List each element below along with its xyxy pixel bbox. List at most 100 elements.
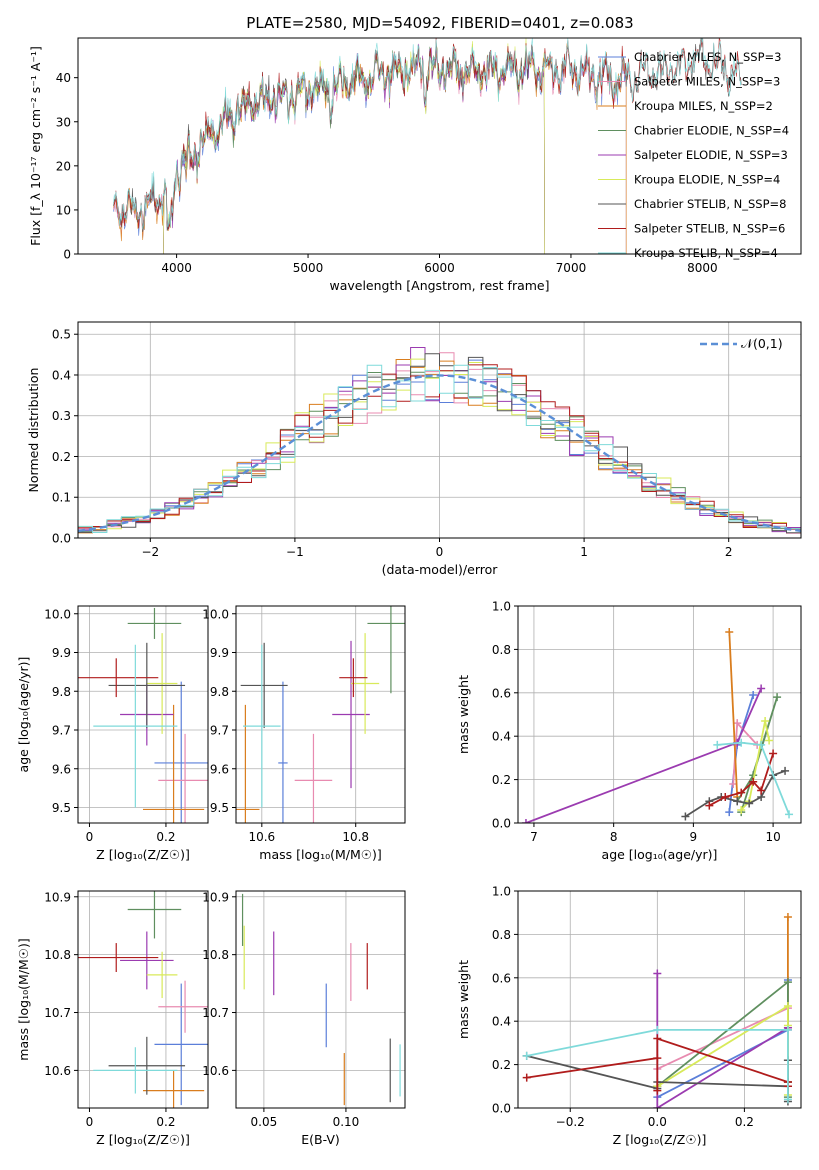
z-weight-frame [517, 890, 802, 1109]
mass-age-xtick-label-0: 10.6 [248, 830, 275, 844]
z-weight-ytick-label-1: 0.2 [492, 1058, 511, 1072]
age-weight-marker-kroupa-stelib-2 [757, 740, 766, 749]
z-mass-point-salpeter-elodie [120, 931, 174, 990]
spectrum-xtick-label-0: 4000 [161, 261, 192, 275]
residuals-xtick-label-0: −2 [141, 545, 159, 559]
z-age-panel: 0 0.2 9.5 9.6 9.7 9.8 9.9 10.0 Z [log₁₀(Z/Z☉)] ag… [16, 605, 209, 862]
age-weight-line-salpeter-elodie [525, 688, 762, 823]
z-age-xtick-label-0: 0 [86, 830, 94, 844]
mass-age-xlabel: mass [log₁₀(M/M☉)] [259, 847, 381, 862]
ebv-mass-xtick-label-0: 0.05 [251, 1115, 278, 1129]
residuals-ytick-label-1: 0.1 [52, 491, 71, 505]
residuals-xtick-label-2: 0 [436, 545, 444, 559]
age-weight-line-kroupa-miles [728, 631, 739, 798]
plots: 4000 5000 6000 7000 8000010203040wavelength … [16, 37, 802, 1147]
spectrum-ytick-label-3: 30 [56, 115, 71, 129]
z-weight-xtick-label-0: −0.2 [556, 1115, 585, 1129]
z-weight-marker-kroupa-miles-0 [783, 913, 792, 922]
z-age-ytick-label-3: 9.8 [52, 685, 71, 699]
spectrum-ytick-label-0: 0 [63, 248, 71, 262]
mass-age-marks [236, 606, 405, 823]
mass-age-point-chabrier-stelib [240, 642, 288, 729]
spectrum-ylabel: Flux [f_λ 10⁻¹⁷ erg cm⁻² s⁻¹ A⁻¹] [28, 46, 43, 246]
spectrum-xtick-label-3: 7000 [556, 261, 587, 275]
age-weight-ytick-label-2: 0.4 [492, 730, 511, 744]
age-weight-marker-kroupa-miles-0 [725, 628, 734, 637]
age-weight-frame [517, 605, 802, 824]
gaussian-legend-label: 𝒩(0,1) [741, 336, 783, 351]
z-mass-ytick-label-0: 10.6 [44, 1064, 71, 1078]
mass-age-point-salpeter-elodie [332, 640, 370, 789]
ebv-mass-xlabel: E(B-V) [301, 1132, 340, 1147]
residuals-xtick-label-3: 1 [580, 545, 588, 559]
age-weight-marker-kroupa-stelib-1 [737, 738, 746, 747]
age-weight-line-kroupa-elodie [740, 720, 770, 811]
spectrum-ytick-label-4: 40 [56, 71, 71, 85]
age-weight-marker-chabrier-stelib-4 [745, 799, 754, 808]
z-weight-marker-salpeter-stelib-1 [653, 1054, 662, 1063]
legend-label-kroupa-miles: Kroupa MILES, N_SSP=2 [634, 99, 773, 113]
age-weight-marker-chabrier-stelib-3 [733, 797, 742, 806]
z-weight-ylabel: mass weight [456, 960, 471, 1039]
z-age-ytick-label-5: 10.0 [44, 607, 71, 621]
hist-kroupa-miles [78, 359, 801, 534]
age-weight-ytick-label-5: 1.0 [492, 600, 511, 614]
age-weight-marks [521, 628, 794, 823]
age-weight-marker-salpeter-stelib-2 [737, 788, 746, 797]
z-age-point-kroupa-stelib [93, 644, 178, 808]
age-weight-line-kroupa-stelib [717, 741, 790, 815]
mass-age-frame [235, 605, 406, 824]
z-weight-xtick-label-2: 0.2 [735, 1115, 754, 1129]
age-weight-marker-chabrier-miles-2 [749, 690, 758, 699]
ebv-mass-xtick-label-1: 0.10 [333, 1115, 360, 1129]
z-weight-marker-salpeter-stelib-2 [653, 1086, 662, 1095]
legend-label-chabrier-miles: Chabrier MILES, N_SSP=3 [634, 50, 781, 64]
z-age-xlabel: Z [log₁₀(Z/Z☉)] [96, 847, 190, 862]
ebv-mass-frame [235, 890, 406, 1109]
gaussian-curve [78, 374, 801, 533]
z-weight-marker-kroupa-stelib-2 [783, 1025, 792, 1034]
z-mass-ytick-label-2: 10.8 [44, 948, 71, 962]
z-weight-marker-kroupa-stelib-1 [653, 1025, 662, 1034]
spectrum-line-kroupa-stelib [113, 38, 742, 230]
z-mass-panel: 0 0.2 10.6 10.7 10.8 10.9 Z [log₁₀(Z/Z☉)] mass … [16, 890, 209, 1147]
z-mass-point-chabrier-stelib [108, 1036, 186, 1095]
age-weight-line-chabrier-elodie [736, 696, 778, 813]
legend-label-chabrier-stelib: Chabrier STELIB, N_SSP=8 [634, 197, 786, 211]
z-age-point-salpeter-miles [158, 733, 208, 823]
age-weight-ytick-label-3: 0.6 [492, 686, 511, 700]
z-weight-marker-kroupa-elodie-1 [783, 1002, 792, 1011]
z-age-point-chabrier-elodie [127, 607, 182, 639]
residuals-ytick-label-2: 0.2 [52, 450, 71, 464]
age-weight-xtick-label-0: 7 [530, 830, 538, 844]
z-mass-frame [77, 890, 209, 1109]
mass-age-panel: 10.6 10.8 9.5 9.6 9.7 9.8 9.9 10.0 mass [log₁₀(M… [202, 605, 406, 862]
z-age-frame [77, 605, 209, 824]
hist-kroupa-stelib [78, 364, 801, 533]
age-weight-marker-chabrier-miles-0 [725, 808, 734, 817]
z-weight-marker-salpeter-stelib-0 [522, 1073, 531, 1082]
legend-label-chabrier-elodie: Chabrier ELODIE, N_SSP=4 [634, 124, 789, 138]
age-weight-marker-chabrier-stelib-0 [681, 812, 690, 821]
age-weight-marker-salpeter-stelib-3 [749, 777, 758, 786]
z-weight-marker-kroupa-stelib-0 [522, 1051, 531, 1060]
age-weight-series-salpeter-stelib [705, 749, 778, 810]
z-weight-ytick-label-4: 0.8 [492, 928, 511, 942]
age-weight-marker-kroupa-stelib-0 [713, 740, 722, 749]
z-mass-point-chabrier-elodie [127, 891, 182, 939]
z-mass-point-kroupa-elodie [146, 951, 178, 999]
age-weight-xlabel: age [log₁₀(age/yr)] [602, 847, 718, 862]
z-weight-marks [522, 913, 792, 1108]
mass-age-ytick-label-1: 9.6 [210, 762, 229, 776]
age-weight-marker-salpeter-elodie-2 [757, 684, 766, 693]
age-weight-marker-kroupa-elodie-3 [765, 736, 774, 745]
age-weight-ytick-label-1: 0.2 [492, 773, 511, 787]
z-weight-marker-salpeter-elodie-1 [653, 1104, 662, 1108]
ebv-mass-ytick-label-0: 10.6 [202, 1064, 229, 1078]
spectrum-xtick-label-2: 6000 [424, 261, 455, 275]
z-mass-point-salpeter-miles [158, 980, 208, 1033]
mass-age-ytick-label-5: 10.0 [202, 607, 229, 621]
z-weight-line-kroupa-elodie [656, 1004, 789, 1095]
spectrum-xtick-label-4: 8000 [687, 261, 718, 275]
